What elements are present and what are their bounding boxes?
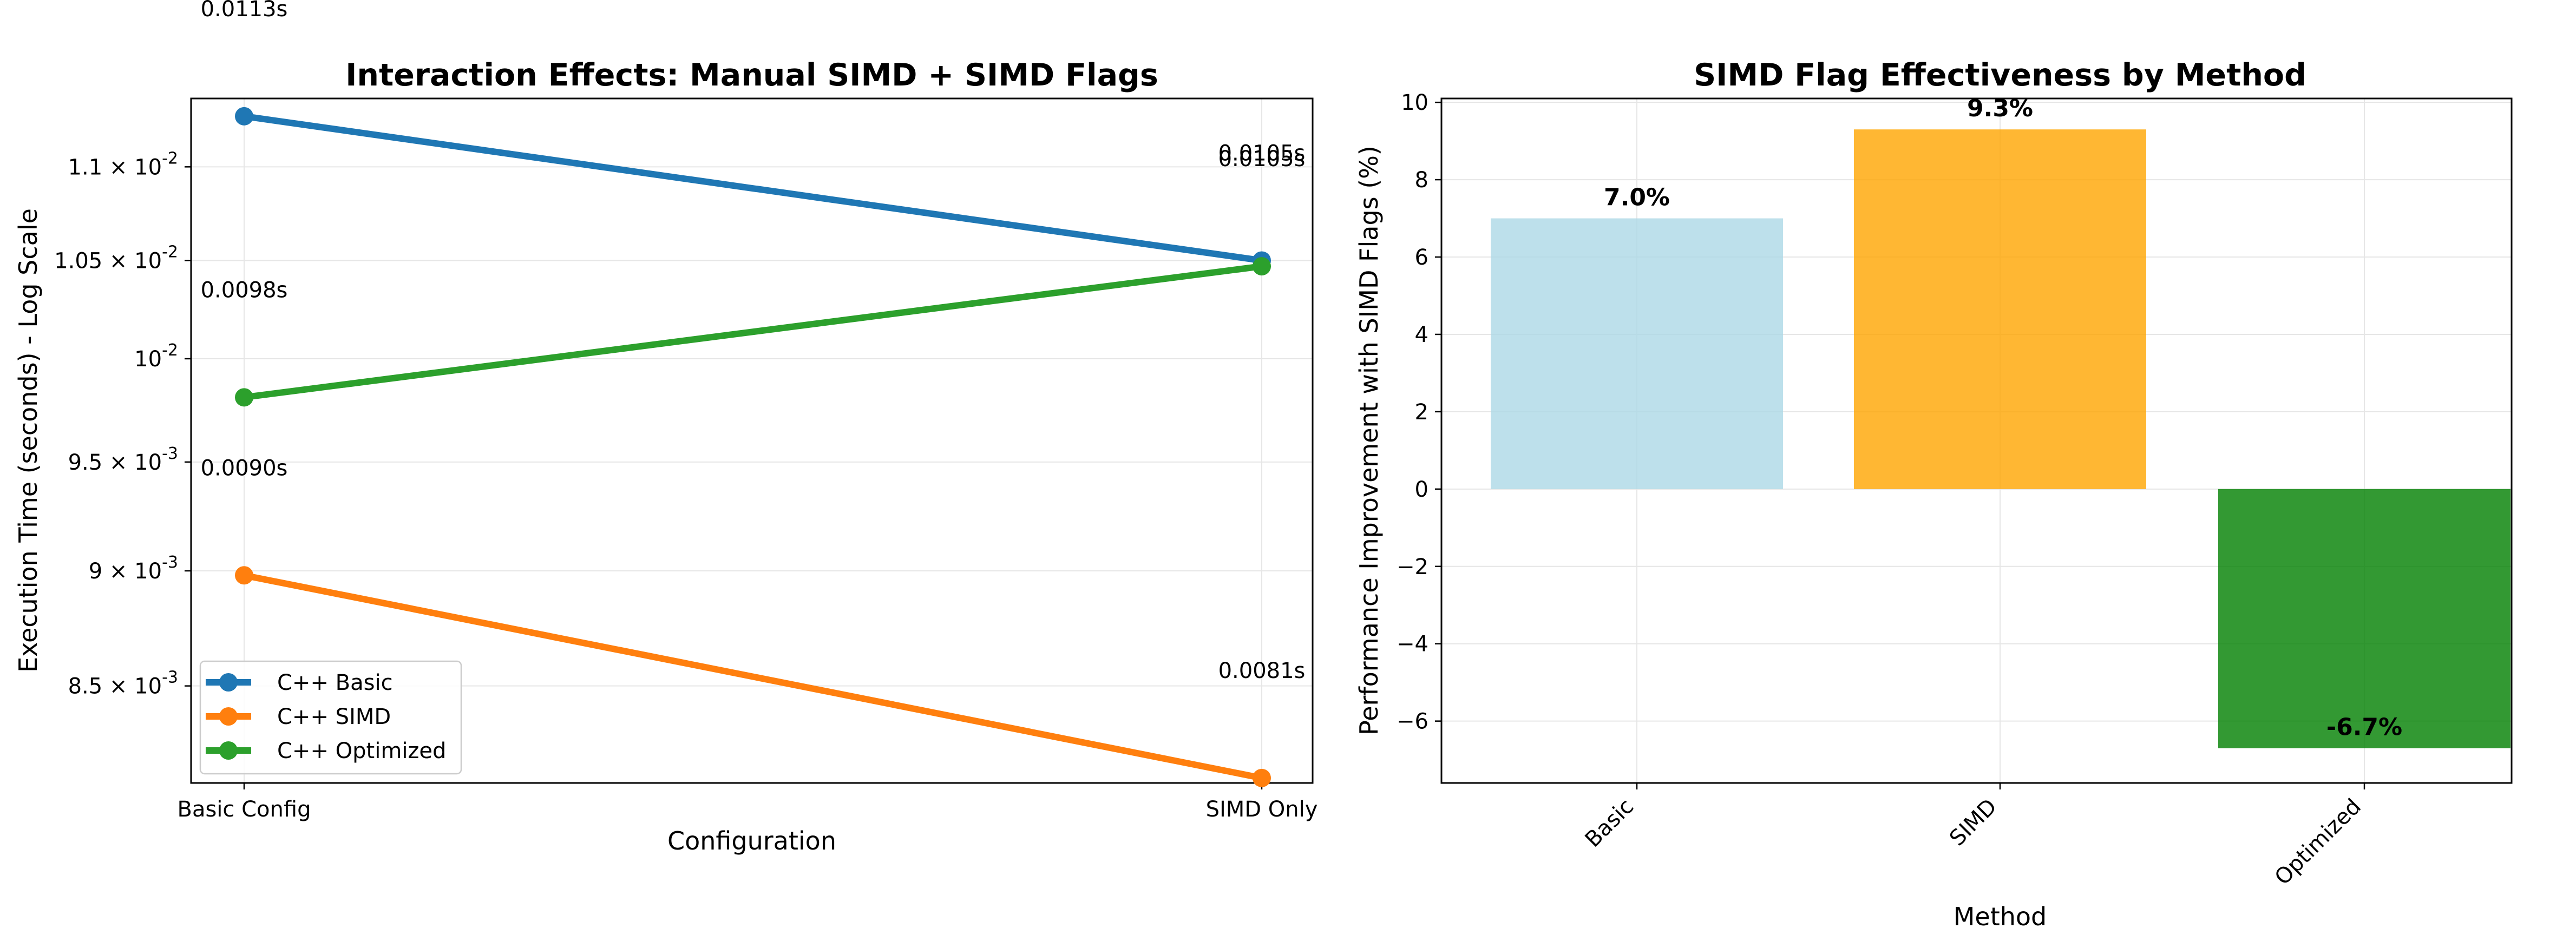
left-annotations: 0.0113s 0.0105s 0.0090s 0.0081s 0.0098s 0.010… (201, 0, 1306, 683)
series-line (243, 572, 1263, 781)
value-annotation: 0.0105s (1218, 147, 1306, 172)
y-tick-label: 1.05 × 10-2 (54, 242, 178, 273)
left-chart-title: Interaction Effects: Manual SIMD + SIMD … (345, 57, 1158, 93)
right-y-axis-label: Performance Improvement with SIMD Flags … (1354, 146, 1384, 735)
y-tick-label: 8 (1415, 168, 1428, 193)
y-tick-label: −6 (1397, 709, 1428, 734)
y-tick-multiply: × (102, 450, 134, 475)
series-point (1253, 768, 1271, 787)
series-line (244, 263, 1262, 401)
left-x-axis-label: Configuration (667, 826, 836, 855)
series-point (235, 107, 253, 126)
right-y-ticks: −6 −4 −2 0 2 4 6 8 10 (1397, 90, 1441, 734)
y-tick-mantissa: 9 (89, 559, 102, 584)
legend-marker (219, 673, 238, 692)
value-annotation: 0.0113s (201, 0, 288, 22)
legend-box (199, 660, 462, 775)
y-tick-multiply: × (102, 674, 134, 699)
y-tick-label: −4 (1397, 632, 1428, 657)
right-chart-title: SIMD Flag Effectiveness by Method (1694, 57, 2306, 93)
right-bar-labels: 7.0% 9.3% -6.7% (1604, 95, 2402, 741)
left-plot-frame (190, 97, 1314, 784)
y-tick-mantissa: 9.5 (68, 450, 103, 475)
legend: C++ Basic C++ SIMD C++ Optimized (199, 660, 462, 775)
y-tick-label: 9.5 × 10-3 (68, 444, 178, 475)
y-tick-label: 2 (1415, 400, 1428, 425)
y-tick-exponent: -3 (162, 444, 178, 463)
y-tick-label: 0 (1415, 477, 1428, 502)
y-tick-mantissa: 1.1 (68, 155, 103, 180)
x-tick-label: SIMD Only (1206, 797, 1318, 822)
x-tick-label: Basic (1581, 794, 1638, 852)
left-series-lines (235, 107, 1271, 787)
value-annotation: 0.0081s (1218, 659, 1306, 683)
y-tick-multiply: × (102, 248, 134, 273)
y-tick-base: 10 (134, 155, 162, 180)
y-tick-exponent: -2 (162, 242, 178, 261)
x-tick-label: Basic Config (178, 797, 311, 822)
x-tick-label: SIMD (1945, 794, 2002, 851)
y-tick-multiply: × (102, 559, 134, 584)
y-tick-base: 10 (134, 450, 162, 475)
y-tick-label: −2 (1397, 555, 1428, 580)
y-tick-base: 10 (134, 674, 162, 699)
y-tick-label: 10 (1401, 90, 1428, 115)
legend-label: C++ Basic (277, 670, 393, 695)
y-tick-exponent: -3 (162, 668, 178, 687)
y-tick-exponent: -3 (162, 553, 178, 572)
left-x-ticks: Basic Config SIMD Only (178, 783, 1318, 822)
left-grid (191, 98, 1313, 783)
y-tick-base: 10 (134, 248, 162, 273)
bar-chart-panel: −6 −4 −2 0 2 4 6 8 10 Basic SIMD Optimized 7.0% 9.3… (1354, 57, 2513, 931)
value-annotation: 0.0090s (201, 456, 288, 480)
bar (2218, 489, 2511, 748)
y-tick-multiply: × (102, 155, 134, 180)
y-tick-label: 1.1 × 10-2 (68, 149, 178, 180)
legend-label: C++ Optimized (277, 739, 446, 763)
series-point (235, 566, 253, 585)
bar-value-label: 7.0% (1604, 184, 1670, 212)
value-annotation: 0.0105s (1218, 141, 1306, 166)
legend-label: C++ SIMD (277, 705, 391, 729)
legend-marker (219, 707, 238, 726)
y-tick-mantissa: 1.05 (54, 248, 102, 273)
right-x-axis-label: Method (1954, 902, 2047, 931)
y-tick-label: 9 × 10-3 (89, 553, 178, 584)
y-tick-label: 10-2 (134, 341, 178, 372)
line-chart-panel: 8.5 × 10-39 × 10-39.5 × 10-310-21.05 × 1… (14, 0, 1318, 855)
y-tick-exponent: -2 (162, 149, 178, 168)
series-point (1253, 257, 1271, 276)
series-point (235, 388, 253, 407)
bar-value-label: 9.3% (1967, 95, 2033, 122)
legend-marker (219, 741, 238, 760)
y-tick-label: 8.5 × 10-3 (68, 668, 178, 699)
y-tick-base: 10 (134, 347, 162, 372)
y-tick-exponent: -2 (162, 341, 178, 360)
y-tick-label: 4 (1415, 322, 1428, 347)
left-y-ticks: 8.5 × 10-39 × 10-39.5 × 10-310-21.05 × 1… (54, 149, 191, 699)
bar-value-label: -6.7% (2326, 714, 2402, 741)
right-x-ticks: Basic SIMD Optimized (1581, 783, 2366, 890)
x-tick-label: Optimized (2270, 794, 2366, 890)
series-line (244, 113, 1262, 264)
bar (1491, 218, 1783, 489)
value-annotation: 0.0098s (201, 278, 288, 302)
right-bars (1491, 129, 2511, 748)
right-plot-frame (1440, 97, 2513, 784)
left-y-axis-label: Execution Time (seconds) - Log Scale (14, 208, 43, 673)
y-tick-base: 10 (134, 559, 162, 584)
bar (1854, 129, 2146, 489)
y-tick-label: 6 (1415, 245, 1428, 270)
y-tick-mantissa: 8.5 (68, 674, 103, 699)
